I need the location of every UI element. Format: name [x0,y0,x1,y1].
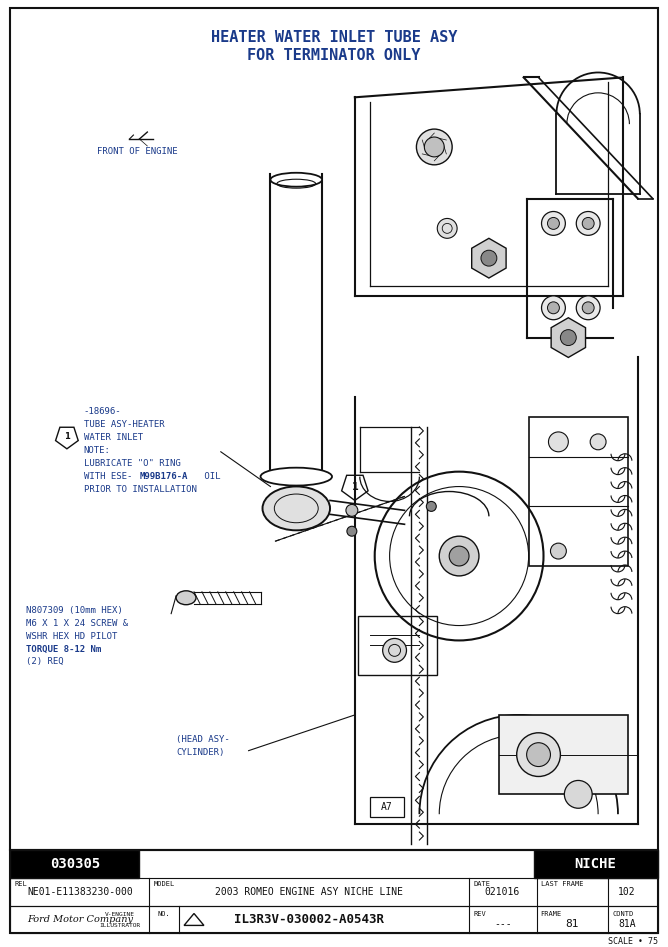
Text: ILLUSTRATOR: ILLUSTRATOR [99,923,140,928]
Text: NO.: NO. [158,910,170,917]
Bar [499,715,628,795]
Text: REL: REL [14,881,27,886]
Polygon shape [472,239,506,278]
Text: HEATER WATER INLET TUBE ASY: HEATER WATER INLET TUBE ASY [211,29,457,45]
Bar [528,417,628,566]
Text: A7: A7 [381,802,393,813]
Text: CYLINDER): CYLINDER) [176,748,224,757]
Bar [370,797,403,817]
Text: 1: 1 [64,433,70,441]
Text: -18696-: -18696- [84,407,122,416]
Circle shape [526,742,550,766]
Text: V-ENGINE: V-ENGINE [104,912,134,917]
Circle shape [560,330,576,346]
Text: Ford Motor Company: Ford Motor Company [27,915,133,924]
Bar [358,616,438,675]
Circle shape [576,211,600,235]
Text: WATER INLET: WATER INLET [84,433,143,442]
Text: LAST FRAME: LAST FRAME [540,881,583,886]
Text: PRIOR TO INSTALLATION: PRIOR TO INSTALLATION [84,485,196,493]
Text: 81: 81 [566,920,579,929]
Ellipse shape [176,591,196,605]
Circle shape [564,780,592,808]
Circle shape [548,218,559,229]
Text: TUBE ASY-HEATER: TUBE ASY-HEATER [84,420,164,429]
Circle shape [550,544,566,559]
Bar [10,8,658,850]
Ellipse shape [271,172,322,187]
Text: NICHE: NICHE [574,857,616,871]
Bar [10,850,658,934]
Text: DATE: DATE [473,881,490,886]
Text: WITH ESE-: WITH ESE- [84,472,132,481]
Text: NE01-E11383230-000: NE01-E11383230-000 [27,886,133,897]
Circle shape [542,295,565,320]
Text: FRONT OF ENGINE: FRONT OF ENGINE [97,147,177,156]
Bar [10,850,140,878]
Text: OIL: OIL [199,472,220,481]
Text: N807309 (10mm HEX): N807309 (10mm HEX) [26,606,123,615]
Text: SCALE • 75: SCALE • 75 [608,938,658,946]
Text: 1: 1 [351,481,358,491]
Circle shape [440,536,479,576]
Text: IL3R3V-030002-A0543R: IL3R3V-030002-A0543R [234,913,384,926]
Circle shape [582,218,594,229]
Polygon shape [551,318,586,357]
Bar [534,850,658,878]
Circle shape [438,219,457,239]
Text: 030305: 030305 [49,857,100,871]
Circle shape [481,250,497,266]
Text: NOTE:: NOTE: [84,446,111,455]
Circle shape [426,501,436,511]
Circle shape [542,211,565,235]
Text: M99B176-A: M99B176-A [140,472,188,481]
Text: (2) REQ: (2) REQ [26,657,64,667]
Text: M6 X 1 X 24 SCREW &: M6 X 1 X 24 SCREW & [26,618,128,628]
Text: 2003 ROMEO ENGINE ASY NICHE LINE: 2003 ROMEO ENGINE ASY NICHE LINE [215,886,403,897]
Circle shape [576,295,600,320]
Text: MODEL: MODEL [153,881,174,886]
Circle shape [449,546,469,566]
Text: FOR TERMINATOR ONLY: FOR TERMINATOR ONLY [247,47,421,63]
Circle shape [416,129,452,165]
Circle shape [424,137,444,157]
Text: 81A: 81A [618,920,636,929]
Text: 021016: 021016 [484,886,520,897]
Text: 102: 102 [618,886,636,897]
Ellipse shape [263,487,330,530]
Text: WSHR HEX HD PILOT: WSHR HEX HD PILOT [26,632,118,640]
Circle shape [582,302,594,313]
Circle shape [548,302,559,313]
Bar [10,878,658,905]
Bar [10,905,658,934]
Text: REV: REV [473,910,486,917]
Text: FRAME: FRAME [540,910,562,917]
Text: LUBRICATE "O" RING: LUBRICATE "O" RING [84,458,180,468]
Circle shape [548,432,568,452]
Text: CONTD: CONTD [612,910,633,917]
Circle shape [590,434,606,450]
Circle shape [347,527,357,536]
Text: ---: --- [494,920,512,929]
Text: TORQUE 8-12 Nm: TORQUE 8-12 Nm [26,644,102,653]
Ellipse shape [261,468,332,486]
Text: (HEAD ASY-: (HEAD ASY- [176,735,230,743]
Circle shape [346,505,358,516]
Circle shape [517,733,560,777]
Circle shape [383,638,407,662]
